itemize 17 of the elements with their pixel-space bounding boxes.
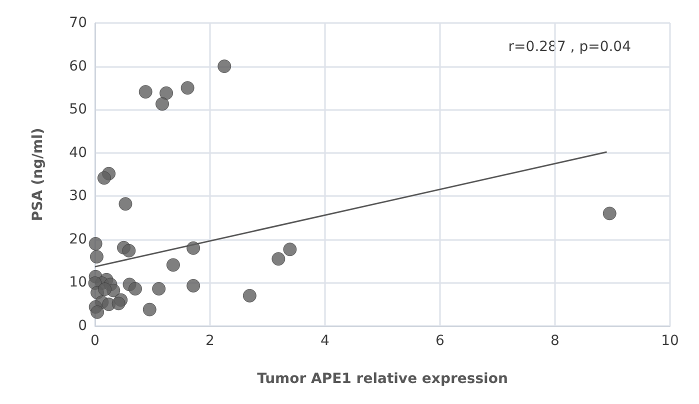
x-tick-label: 4 [320,333,330,349]
x-tick-label: 2 [206,333,214,349]
x-tick-label: 0 [90,333,100,349]
x-axis-title: Tumor APE1 relative expression [257,371,508,387]
x-tick-label: 10 [661,333,679,349]
y-tick-label: 0 [78,318,87,334]
x-tick-label: 6 [436,333,445,349]
y-tick-label: 70 [69,15,87,31]
y-axis-title: PSA (ng/ml) [30,128,46,222]
y-tick-label: 60 [69,58,87,74]
y-tick-label: 30 [69,188,87,204]
y-tick-label: 20 [69,231,87,248]
x-tick-label: 8 [550,333,560,349]
annotation: r=0.287 , p=0.04 [508,39,632,55]
y-tick-label: 10 [69,274,87,291]
y-tick-label: 50 [69,102,87,118]
y-tick-label: 40 [69,144,87,161]
